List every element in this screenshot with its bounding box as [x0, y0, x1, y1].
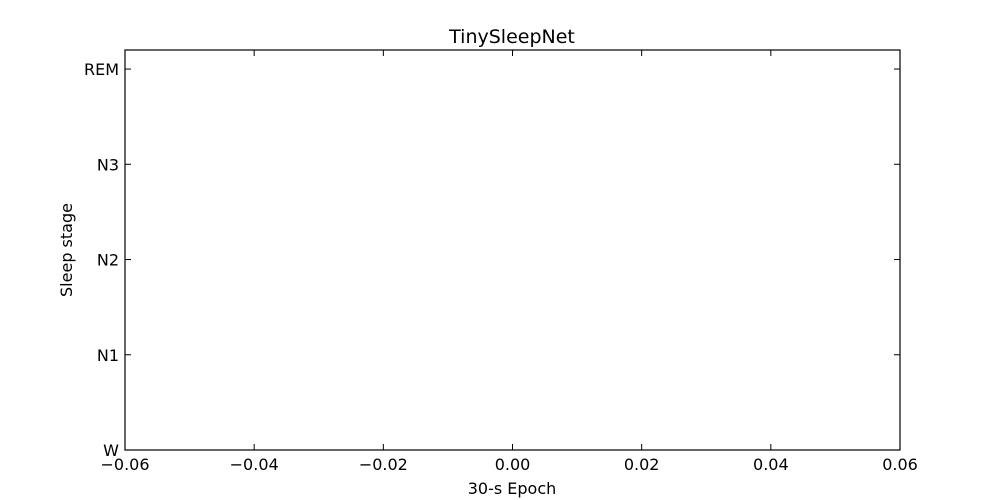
- x-tick-label: 0.06: [882, 455, 918, 474]
- x-tick-label: 0.04: [753, 455, 789, 474]
- y-tick-label: REM: [84, 60, 119, 79]
- x-tick-label: −0.04: [230, 455, 279, 474]
- y-tick-label: W: [103, 441, 119, 460]
- plot-area-frame: [124, 49, 901, 451]
- y-axis: W N1 N2 N3 REM: [84, 60, 900, 460]
- y-tick-label: N1: [97, 346, 119, 365]
- x-axis: −0.06 −0.04 −0.02 0.00 0.02 0.04 0.06: [100, 50, 918, 474]
- x-tick-label: −0.06: [100, 455, 149, 474]
- x-tick-label: 0.00: [495, 455, 531, 474]
- chart-title: TinySleepNet: [448, 26, 575, 48]
- y-axis-label: Sleep stage: [57, 203, 76, 297]
- x-tick-label: −0.02: [359, 455, 408, 474]
- x-tick-label: 0.02: [624, 455, 660, 474]
- x-axis-label: 30-s Epoch: [468, 479, 557, 498]
- y-tick-label: N3: [97, 155, 119, 174]
- y-tick-label: N2: [97, 251, 119, 270]
